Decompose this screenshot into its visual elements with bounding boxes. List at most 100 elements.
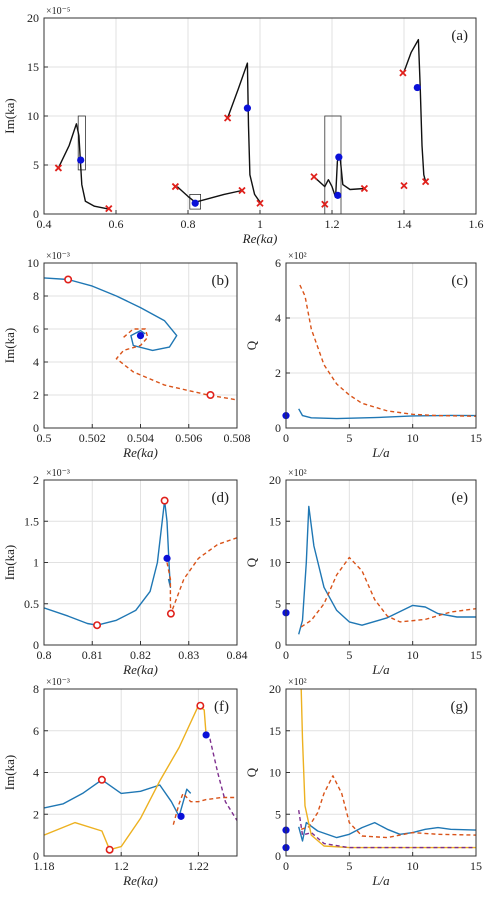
x-tick-label: 0.8 [181,217,196,231]
marker-red-cross-stroke [399,69,407,77]
marker-red-cross-stroke [256,199,264,207]
x-tick-label: 0.81 [82,648,103,662]
y-tick-label: 6 [275,256,281,270]
x-tick-label: 1.18 [34,859,55,873]
y-tick-label: 10 [269,766,281,780]
y-tick-label: 20 [27,11,39,25]
marker-red-cross-stroke [171,182,180,191]
x-axis-label: L/a [371,445,390,460]
x-tick-label: 1.6 [469,217,484,231]
series-line-black [176,186,243,203]
y-tick-label: 0 [33,421,39,435]
x-tick-label: 15 [470,431,482,445]
y-multiplier: ×10⁻³ [46,251,70,262]
x-tick-label: 10 [407,431,419,445]
series-line-purple [203,734,237,821]
plot-area [44,277,237,401]
y-multiplier: ×10⁻³ [46,677,70,688]
panel-label: (c) [451,273,468,289]
marker-red-cross-stroke [310,173,318,181]
x-tick-label: 1.22 [188,859,209,873]
x-tick-label: 1 [257,217,263,231]
marker-red-circle [64,275,73,284]
y-tick-label: 20 [269,682,281,696]
panel-b: 0.5 0.502 0.504 0.506 0.508 0 2 4 6 8 10 ×10⁻³ Re(ka… [2,251,251,460]
plot-area [44,499,237,626]
y-tick-label: 10 [27,109,39,123]
x-tick-label: 1.2 [325,217,340,231]
marker-red-cross [256,199,264,207]
series-line-black [403,38,427,182]
series-line-black [313,154,365,198]
marker-red-circle [196,701,205,710]
y-tick-label: 2 [33,807,39,821]
panel-label: (d) [212,490,230,506]
y-multiplier: ×10⁻⁵ [46,6,70,17]
x-axis-label: L/a [371,873,390,888]
plot-area [298,689,476,849]
y-tick-label: 5 [275,597,281,611]
x-tick-label: 0.4 [37,217,52,231]
y-axis-label: Q [244,557,259,567]
y-tick-label: 2 [33,473,39,487]
x-tick-label: 10 [407,648,419,662]
panel-g: 0 5 10 15 0 5 10 15 20 ×10² L/a Q (g) [244,677,482,888]
y-tick-label: 15 [269,724,281,738]
marker-red-cross [171,182,180,191]
marker-red-circle [105,845,114,854]
marker-red-circle [93,621,102,630]
panel-a: 0.4 0.6 0.8 1 1.2 1.4 1.6 0 5 10 15 20 ×10⁻⁵ Re(ka) Im… [2,6,484,246]
y-tick-label: 4 [33,355,39,369]
panel-e: 0 5 10 15 0 5 10 15 20 ×10² L/a Q (e) [244,468,482,677]
series-line-blue [44,779,192,817]
x-tick-label: 0.6 [109,217,124,231]
y-tick-label: 8 [33,682,39,696]
x-tick-label: 5 [346,431,352,445]
x-tick-label: 5 [346,859,352,873]
y-axis-label: Im(ka) [2,328,17,363]
x-tick-label: 0 [283,648,289,662]
series-line-orange [166,537,237,615]
marker-blue-dot [334,191,342,199]
panel-d: 0.8 0.81 0.82 0.83 0.84 0 0.5 1 1.5 2 ×10⁻³ Re(ka) I… [2,468,248,677]
x-tick-label: 0.502 [79,431,106,445]
zoom-box [189,193,202,210]
x-tick-label: 0.506 [175,431,202,445]
x-tick-label: 15 [470,648,482,662]
y-tick-label: 8 [33,289,39,303]
panel-label: (g) [451,699,469,715]
series-line-blue [298,821,476,842]
x-axis-label: Re(ka) [242,231,278,246]
zoom-box [77,115,86,171]
marker-blue-dot [163,554,171,562]
y-tick-label: 10 [269,556,281,570]
marker-red-cross-stroke [360,184,369,193]
panel-label: (f) [214,699,229,715]
y-axis-label: Q [244,767,259,777]
y-tick-label: 5 [33,158,39,172]
series-line-purple [298,809,476,849]
x-tick-label: 0.83 [178,648,199,662]
marker-blue-dot [243,104,251,112]
marker-red-cross [321,200,329,208]
series-line-orange [300,556,476,628]
y-tick-label: 0 [275,638,281,652]
y-tick-label: 2 [275,366,281,380]
x-tick-label: 1.4 [397,217,412,231]
y-tick-label: 6 [33,322,39,336]
panel-label: (e) [451,490,468,506]
x-tick-label: 0.82 [130,648,151,662]
marker-red-cross [223,114,232,122]
x-axis-label: Re(ka) [122,662,158,677]
x-axis-label: Re(ka) [122,445,158,460]
y-tick-label: 2 [33,388,39,402]
marker-red-cross [400,181,408,190]
y-axis-label: Im(ka) [2,545,17,580]
x-tick-label: 5 [346,648,352,662]
marker-red-circle [206,390,215,399]
marker-red-cross-stroke [105,204,113,213]
series-line-orange [172,792,237,825]
marker-red-cross [310,173,318,181]
marker-red-cross-stroke [321,200,329,208]
x-tick-label: 0.504 [127,431,154,445]
